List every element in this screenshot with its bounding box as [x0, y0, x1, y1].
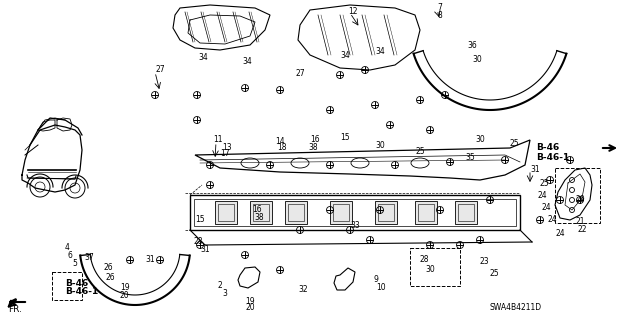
Bar: [410, 248, 460, 286]
Text: 36: 36: [467, 41, 477, 49]
Text: 17: 17: [220, 149, 230, 158]
Text: SWA4B4211D: SWA4B4211D: [490, 303, 542, 313]
Bar: [215, 201, 237, 224]
Text: 26: 26: [103, 263, 113, 272]
Polygon shape: [195, 140, 530, 180]
Text: 30: 30: [475, 136, 484, 145]
Text: 8: 8: [437, 11, 442, 19]
Bar: [250, 201, 272, 224]
Bar: [52, 272, 82, 300]
Text: 34: 34: [242, 57, 252, 66]
Bar: [285, 201, 307, 224]
Bar: [288, 204, 304, 221]
Bar: [194, 199, 516, 226]
Text: 37: 37: [84, 254, 93, 263]
Bar: [418, 204, 434, 221]
Text: 32: 32: [298, 286, 308, 294]
Text: 29: 29: [575, 196, 584, 204]
Text: 31: 31: [145, 256, 155, 264]
Polygon shape: [334, 268, 355, 290]
Text: 31: 31: [530, 166, 540, 174]
Text: 24: 24: [555, 228, 564, 238]
Text: 30: 30: [425, 265, 435, 275]
Text: FR.: FR.: [8, 306, 22, 315]
Text: 24: 24: [537, 190, 547, 199]
Text: B-46-1: B-46-1: [536, 153, 569, 162]
Bar: [555, 168, 600, 223]
Bar: [333, 204, 349, 221]
Text: 7: 7: [437, 4, 442, 12]
Polygon shape: [238, 267, 260, 288]
Text: 25: 25: [415, 147, 424, 157]
Text: 21: 21: [575, 218, 584, 226]
Text: 19: 19: [120, 284, 130, 293]
Text: B-46: B-46: [65, 278, 88, 287]
Text: 13: 13: [222, 143, 232, 152]
Text: 26: 26: [105, 273, 115, 283]
Bar: [330, 201, 352, 224]
Bar: [218, 204, 234, 221]
Text: 31: 31: [200, 246, 210, 255]
Text: 27: 27: [296, 69, 306, 78]
Text: 9: 9: [374, 276, 379, 285]
Text: 28: 28: [193, 238, 202, 247]
Text: 33: 33: [350, 220, 360, 229]
Text: 2: 2: [218, 280, 223, 290]
Text: 3: 3: [222, 288, 227, 298]
Text: 22: 22: [578, 226, 588, 234]
Text: 38: 38: [308, 144, 317, 152]
Text: 6: 6: [68, 250, 73, 259]
Text: 14: 14: [275, 137, 285, 146]
Text: 27: 27: [155, 65, 164, 75]
Text: 24: 24: [542, 203, 552, 211]
Text: 16: 16: [310, 136, 319, 145]
Text: 20: 20: [246, 303, 255, 313]
Text: 15: 15: [195, 216, 205, 225]
Bar: [375, 201, 397, 224]
Text: 38: 38: [254, 213, 264, 222]
Text: 4: 4: [65, 243, 70, 253]
Text: 12: 12: [348, 8, 358, 17]
Text: 34: 34: [340, 50, 349, 60]
Text: 5: 5: [72, 258, 77, 268]
Bar: [378, 204, 394, 221]
Bar: [253, 204, 269, 221]
Text: 11: 11: [213, 136, 223, 145]
Text: 34: 34: [375, 48, 385, 56]
Text: 15: 15: [340, 133, 349, 143]
Text: 25: 25: [510, 139, 520, 149]
Text: 18: 18: [277, 144, 287, 152]
Polygon shape: [555, 168, 592, 220]
Text: 24: 24: [548, 216, 557, 225]
Polygon shape: [173, 5, 270, 50]
Text: 34: 34: [198, 54, 208, 63]
Text: 20: 20: [120, 292, 130, 300]
Bar: [455, 201, 477, 224]
Bar: [458, 204, 474, 221]
Text: 10: 10: [376, 284, 386, 293]
Text: B-46-1: B-46-1: [65, 286, 99, 295]
Text: 25: 25: [540, 179, 550, 188]
Text: 30: 30: [472, 56, 482, 64]
Polygon shape: [298, 5, 420, 70]
Bar: [190, 195, 520, 230]
Text: 35: 35: [465, 153, 475, 162]
Text: 19: 19: [245, 298, 255, 307]
Text: B-46: B-46: [536, 144, 559, 152]
Text: 30: 30: [375, 140, 385, 150]
Text: 28: 28: [420, 256, 429, 264]
Text: 23: 23: [480, 257, 490, 266]
Bar: [415, 201, 437, 224]
Text: 25: 25: [490, 269, 500, 278]
Text: 16: 16: [252, 205, 262, 214]
